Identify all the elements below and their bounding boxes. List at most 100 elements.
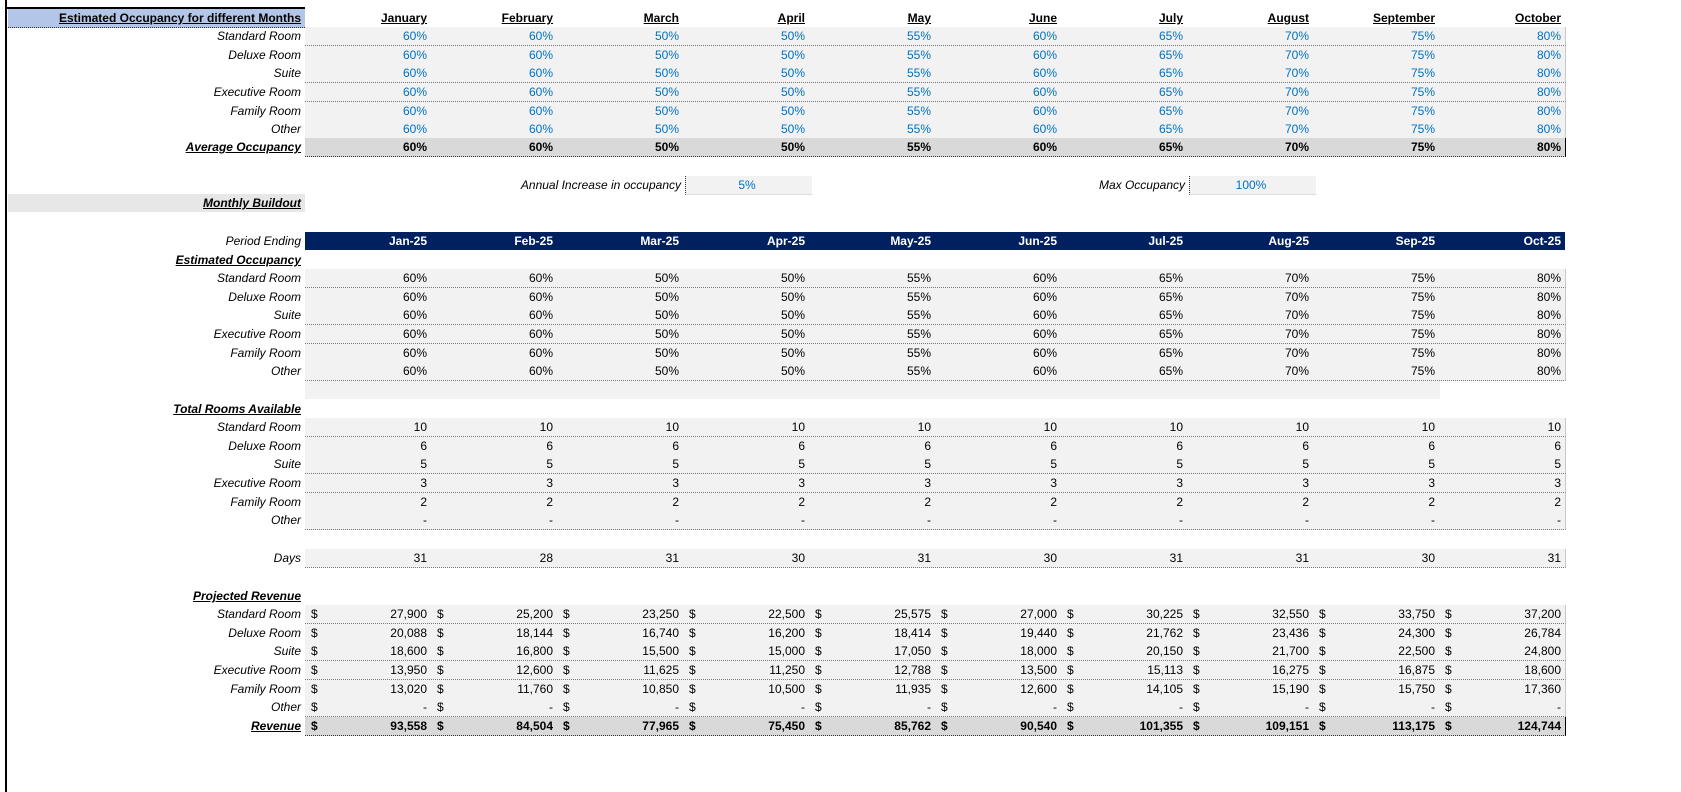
cell[interactable]: 70%: [1187, 138, 1314, 157]
cell[interactable]: 60%: [935, 362, 1062, 382]
cell[interactable]: 50%: [557, 101, 684, 121]
cell[interactable]: 3: [557, 473, 684, 493]
cell[interactable]: 2: [431, 492, 558, 512]
cell[interactable]: 60%: [935, 138, 1062, 157]
cell[interactable]: 55%: [809, 27, 936, 46]
cell[interactable]: 70%: [1187, 101, 1314, 121]
cell[interactable]: $84,504: [431, 717, 558, 736]
cell[interactable]: 6: [305, 436, 432, 456]
cell[interactable]: 50%: [683, 101, 810, 121]
cell[interactable]: 60%: [305, 27, 432, 46]
cell[interactable]: 60%: [935, 27, 1062, 46]
cell[interactable]: 50%: [557, 45, 684, 65]
cell[interactable]: 50%: [683, 138, 810, 157]
cell[interactable]: 3: [935, 473, 1062, 493]
cell[interactable]: 6: [431, 436, 558, 456]
cell[interactable]: 60%: [305, 101, 432, 121]
cell[interactable]: $21,700: [1187, 642, 1314, 662]
cell[interactable]: 10: [683, 418, 810, 437]
cell[interactable]: -: [809, 511, 936, 531]
cell[interactable]: 80%: [1439, 362, 1566, 382]
cell[interactable]: $25,575: [809, 605, 936, 624]
cell[interactable]: 60%: [431, 306, 558, 326]
cell[interactable]: $18,600: [1439, 660, 1566, 680]
cell[interactable]: $18,600: [305, 642, 432, 662]
cell[interactable]: 28: [431, 549, 558, 568]
cell[interactable]: $ -: [305, 698, 432, 718]
cell[interactable]: 31: [1061, 549, 1188, 568]
cell[interactable]: 80%: [1439, 120, 1566, 140]
cell[interactable]: 60%: [431, 101, 558, 121]
cell[interactable]: 50%: [683, 82, 810, 102]
cell[interactable]: 65%: [1061, 101, 1188, 121]
cell[interactable]: 60%: [305, 82, 432, 102]
cell[interactable]: 50%: [683, 362, 810, 382]
cell[interactable]: 60%: [935, 82, 1062, 102]
cell[interactable]: 60%: [431, 27, 558, 46]
cell[interactable]: $12,600: [935, 679, 1062, 699]
cell[interactable]: 55%: [809, 343, 936, 363]
cell[interactable]: 50%: [557, 27, 684, 46]
cell[interactable]: 75%: [1313, 324, 1440, 344]
cell[interactable]: 30: [1313, 549, 1440, 568]
cell[interactable]: 50%: [683, 64, 810, 84]
cell[interactable]: $15,750: [1313, 679, 1440, 699]
cell[interactable]: 60%: [431, 269, 558, 288]
cell[interactable]: 2: [305, 492, 432, 512]
cell[interactable]: 3: [809, 473, 936, 493]
cell[interactable]: 3: [683, 473, 810, 493]
cell[interactable]: 70%: [1187, 362, 1314, 382]
cell[interactable]: 75%: [1313, 269, 1440, 288]
cell[interactable]: 2: [809, 492, 936, 512]
cell[interactable]: $12,600: [431, 660, 558, 680]
cell[interactable]: $ -: [683, 698, 810, 718]
cell[interactable]: $33,750: [1313, 605, 1440, 624]
cell[interactable]: 65%: [1061, 343, 1188, 363]
cell[interactable]: 50%: [683, 306, 810, 326]
cell[interactable]: $85,762: [809, 717, 936, 736]
cell[interactable]: 60%: [431, 362, 558, 382]
cell[interactable]: 60%: [935, 269, 1062, 288]
cell[interactable]: $13,020: [305, 679, 432, 699]
cell[interactable]: 70%: [1187, 27, 1314, 46]
cell[interactable]: 2: [935, 492, 1062, 512]
cell[interactable]: 80%: [1439, 27, 1566, 46]
cell[interactable]: -: [1061, 511, 1188, 531]
cell[interactable]: 50%: [557, 306, 684, 326]
cell[interactable]: $24,800: [1439, 642, 1566, 662]
cell[interactable]: $93,558: [305, 717, 432, 736]
cell[interactable]: 31: [557, 549, 684, 568]
cell[interactable]: $32,550: [1187, 605, 1314, 624]
cell[interactable]: 2: [1439, 492, 1566, 512]
cell[interactable]: -: [935, 511, 1062, 531]
cell[interactable]: 5: [809, 455, 936, 475]
cell[interactable]: 65%: [1061, 324, 1188, 344]
cell[interactable]: 60%: [431, 138, 558, 157]
cell[interactable]: $22,500: [1313, 642, 1440, 662]
cell[interactable]: 70%: [1187, 287, 1314, 307]
cell[interactable]: 75%: [1313, 64, 1440, 84]
cell[interactable]: $11,760: [431, 679, 558, 699]
cell[interactable]: 60%: [305, 324, 432, 344]
cell[interactable]: 80%: [1439, 324, 1566, 344]
cell[interactable]: 30: [935, 549, 1062, 568]
cell[interactable]: 5: [557, 455, 684, 475]
cell[interactable]: 60%: [431, 120, 558, 140]
cell[interactable]: 60%: [305, 287, 432, 307]
cell[interactable]: 75%: [1313, 45, 1440, 65]
cell[interactable]: 60%: [305, 269, 432, 288]
cell[interactable]: $ -: [1187, 698, 1314, 718]
cell[interactable]: $21,762: [1061, 623, 1188, 643]
cell[interactable]: 50%: [557, 343, 684, 363]
cell[interactable]: 65%: [1061, 120, 1188, 140]
cell[interactable]: 2: [1061, 492, 1188, 512]
cell[interactable]: 10: [557, 418, 684, 437]
cell[interactable]: $11,935: [809, 679, 936, 699]
cell[interactable]: 3: [305, 473, 432, 493]
cell[interactable]: 55%: [809, 45, 936, 65]
cell[interactable]: -: [1187, 511, 1314, 531]
cell[interactable]: 80%: [1439, 101, 1566, 121]
cell[interactable]: 80%: [1439, 45, 1566, 65]
cell[interactable]: 65%: [1061, 138, 1188, 157]
cell[interactable]: 55%: [809, 287, 936, 307]
